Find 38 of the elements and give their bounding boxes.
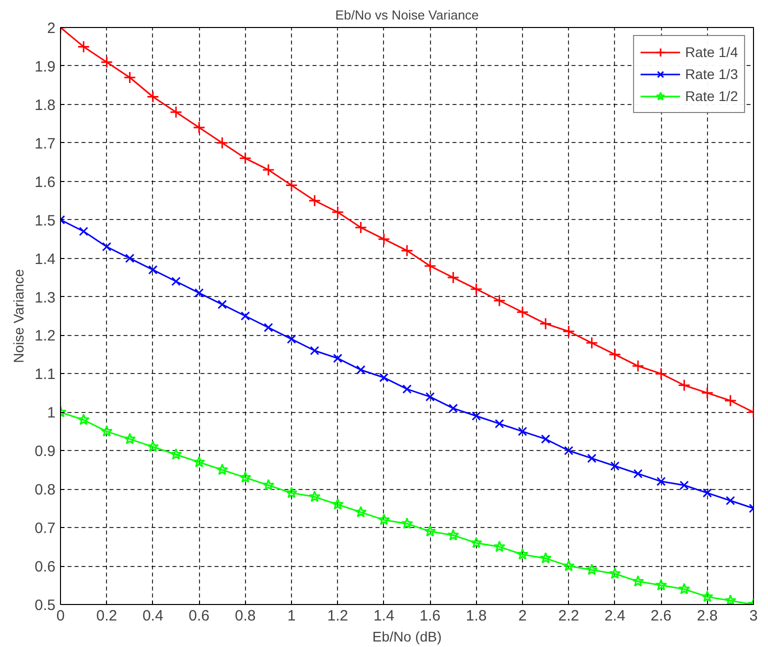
y-tick-label: 1.8 — [34, 96, 56, 114]
y-tick-label: 1.3 — [34, 289, 56, 306]
x-tick-label: 2.4 — [604, 608, 626, 624]
y-tick-label: 1.7 — [34, 135, 56, 152]
y-tick-label: 0.9 — [34, 443, 56, 460]
x-tick-label: 2.2 — [558, 608, 580, 624]
y-tick-label: 0.5 — [34, 597, 56, 614]
y-tick-label: 1.4 — [34, 250, 56, 268]
legend-label: Rate 1/3 — [685, 66, 738, 82]
y-tick-label: 1.5 — [34, 212, 56, 230]
x-tick-label: 2.8 — [696, 608, 718, 624]
x-axis-title: Eb/No (dB) — [372, 628, 442, 644]
y-tick-label: 0.7 — [34, 520, 56, 538]
x-tick-label: 1.4 — [373, 608, 394, 624]
x-tick-label: 0.4 — [142, 608, 164, 624]
x-tick-label: 3 — [749, 608, 758, 624]
x-tick-label: 0.8 — [234, 608, 256, 624]
x-tick-label: 1.6 — [420, 608, 441, 624]
y-tick-label: 0.6 — [34, 558, 56, 576]
y-tick-label: 1.9 — [34, 58, 56, 76]
y-tick-label: 1.1 — [34, 366, 56, 384]
x-tick-label: 1.8 — [466, 608, 487, 624]
y-tick-label: 1 — [47, 404, 56, 422]
x-tick-label: 1 — [287, 608, 296, 624]
legend-label: Rate 1/4 — [685, 44, 738, 60]
y-axis-title: Noise Variance — [10, 268, 27, 363]
x-tick-label: 1.2 — [327, 608, 348, 624]
chart-title: Eb/No vs Noise Variance — [335, 8, 479, 22]
x-tick-label: 2.6 — [650, 608, 672, 624]
x-tick-label: 0.6 — [188, 608, 210, 624]
y-tick-label: 1.2 — [34, 328, 56, 345]
legend-label: Rate 1/2 — [685, 88, 738, 104]
y-tick-label: 0.8 — [34, 482, 56, 499]
x-tick-label: 0 — [56, 608, 65, 624]
x-tick-label: 0.2 — [96, 608, 118, 624]
y-tick-label: 1.6 — [34, 174, 56, 191]
y-tick-label: 2 — [47, 20, 56, 37]
x-tick-label: 2 — [518, 608, 527, 624]
